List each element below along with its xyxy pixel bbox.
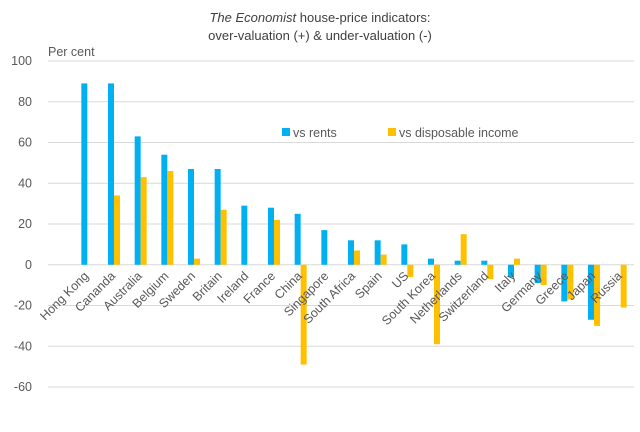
- bar-vs-disposable-income-switzerland: [487, 264, 494, 280]
- y-axis-label: Per cent: [48, 45, 95, 59]
- bar-vs-rents-sweden: [188, 168, 194, 265]
- grid: 100 80 60 40 20 0 -20 -40 -60: [11, 54, 634, 394]
- y-tick-label: -20: [14, 299, 32, 313]
- bar-vs-rents-ireland: [241, 205, 248, 265]
- bar-vs-rents-belgium: [161, 154, 168, 265]
- legend: vs rents vs disposable income: [282, 126, 519, 140]
- x-tick-label: Spain: [352, 269, 385, 302]
- bar-vs-disposable-income-italy: [514, 258, 520, 265]
- y-tick-label: -60: [14, 380, 32, 394]
- bar-vs-rents-japan: [588, 264, 594, 320]
- y-tick-label: 80: [18, 95, 32, 109]
- legend-label: vs rents: [293, 126, 337, 140]
- bar-vs-rents-britain: [214, 168, 221, 265]
- bar-vs-disposable-income-britain: [220, 209, 227, 265]
- bar-vs-disposable-income-south-korea: [434, 264, 440, 345]
- chart-title-italic: The Economist: [209, 10, 297, 25]
- y-tick-label: -40: [14, 339, 32, 353]
- y-tick-label: 60: [18, 136, 32, 150]
- bar-vs-rents-germany: [534, 264, 541, 284]
- y-tick-label: 20: [18, 217, 32, 231]
- bar-vs-disposable-income-south-africa: [354, 250, 360, 265]
- bar-vs-rents-south-africa: [348, 240, 354, 265]
- bar-vs-disposable-income-sweden: [194, 258, 200, 265]
- bar-vs-disposable-income-cananda: [114, 195, 120, 265]
- bar-vs-disposable-income-belgium: [167, 171, 174, 265]
- bar-vs-disposable-income-germany: [540, 264, 547, 286]
- bar-vs-rents-italy: [508, 264, 514, 277]
- bar-vs-disposable-income-us: [407, 264, 414, 277]
- bar-vs-disposable-income-greece: [567, 264, 574, 300]
- x-tick-labels: Hong KongCanandaAustraliaBelgiumSwedenBr…: [37, 268, 624, 328]
- bar-vs-disposable-income-spain: [380, 254, 387, 265]
- bars: [81, 83, 627, 365]
- bar-vs-disposable-income-russia: [620, 264, 627, 308]
- y-tick-label: 0: [25, 258, 32, 272]
- bar-vs-disposable-income-japan: [594, 264, 600, 326]
- bar-vs-rents-netherlands: [454, 260, 461, 265]
- bar-vs-disposable-income-netherlands: [460, 234, 467, 265]
- y-tick-label: 40: [18, 176, 32, 190]
- bar-vs-rents-france: [268, 207, 274, 265]
- chart-title-rest: house-price indicators:: [296, 10, 430, 25]
- legend-swatch: [388, 128, 396, 136]
- legend-label: vs disposable income: [399, 126, 519, 140]
- bar-vs-rents-us: [401, 244, 408, 265]
- bar-vs-rents-hong-kong: [81, 83, 88, 265]
- bar-vs-disposable-income-china: [300, 264, 307, 365]
- bar-vs-rents-china: [294, 213, 301, 265]
- bar-vs-rents-singapore: [321, 230, 328, 265]
- chart-title: The Economist house-price indicators:: [209, 10, 430, 25]
- bar-vs-disposable-income-australia: [140, 177, 147, 265]
- legend-swatch: [282, 128, 290, 136]
- bar-vs-disposable-income-france: [274, 219, 280, 265]
- bar-vs-rents-cananda: [108, 83, 114, 265]
- bar-vs-rents-switzerland: [481, 260, 488, 265]
- bar-vs-rents-greece: [561, 264, 568, 302]
- y-tick-label: 100: [11, 54, 32, 68]
- bar-vs-rents-spain: [374, 240, 381, 265]
- bar-vs-rents-australia: [134, 136, 141, 265]
- bar-vs-rents-south-korea: [428, 258, 434, 265]
- chart-subtitle: over-valuation (+) & under-valuation (-): [208, 28, 432, 43]
